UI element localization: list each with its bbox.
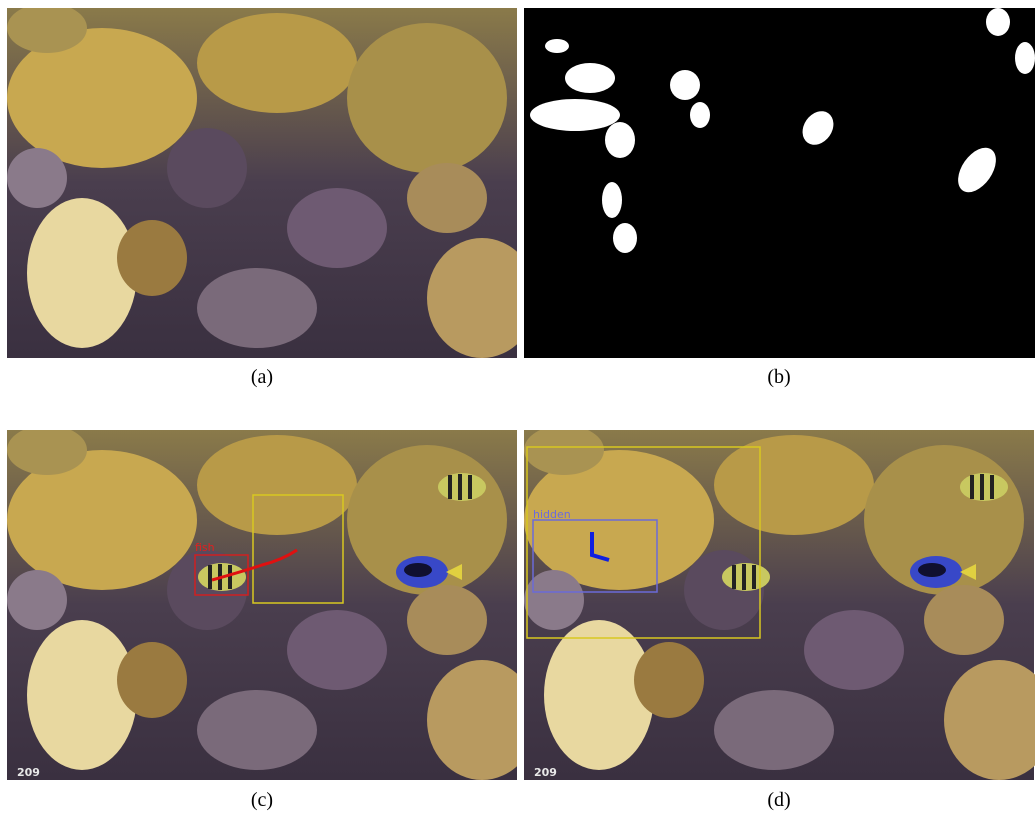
photo-a bbox=[7, 3, 537, 358]
photo-d: hidden 209 bbox=[524, 425, 1035, 780]
caption: (a) bbox=[251, 366, 273, 388]
photo-c: fish 209 bbox=[7, 425, 537, 780]
track-label: fish bbox=[195, 541, 215, 554]
frame-number: 209 bbox=[534, 766, 557, 779]
mask-b bbox=[524, 8, 1035, 358]
figure: (a) (b) fish 209 (c) bbox=[0, 0, 1035, 817]
track-label: hidden bbox=[533, 508, 571, 521]
caption: (d) bbox=[767, 789, 790, 811]
frame-number: 209 bbox=[17, 766, 40, 779]
caption: (c) bbox=[251, 789, 273, 811]
caption: (b) bbox=[767, 366, 790, 388]
